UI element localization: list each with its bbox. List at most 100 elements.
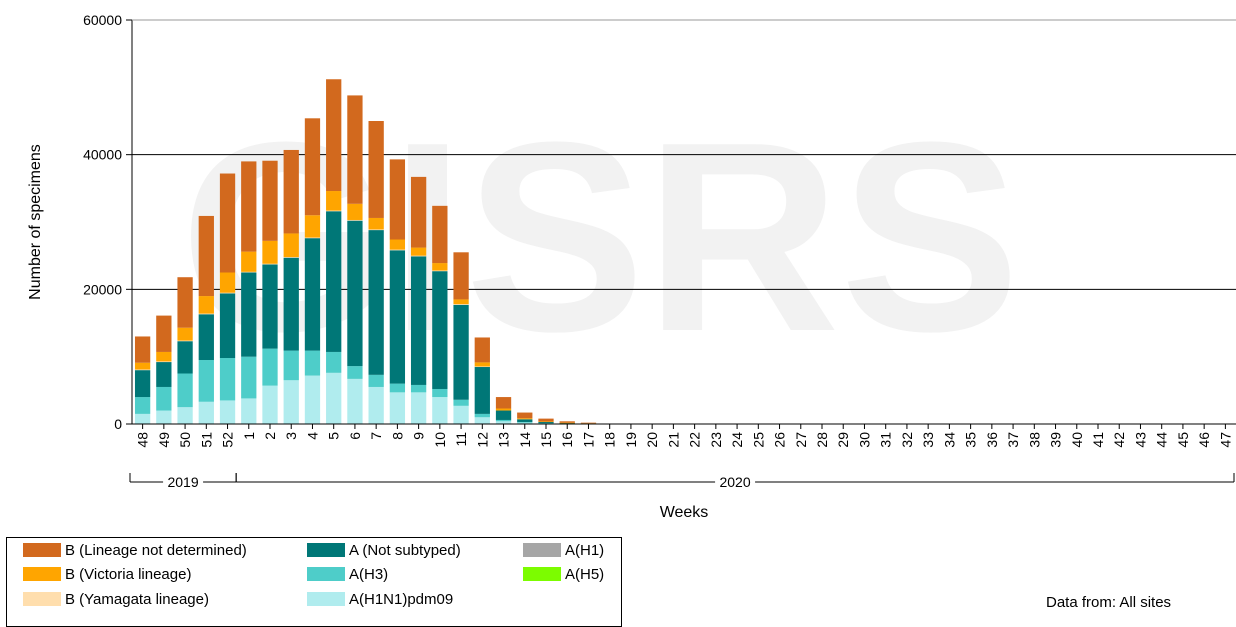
bar-segment-4-a-not-subtyped-: [304, 238, 321, 351]
bar-segment-52-b-yamagata-lineage-: [219, 292, 236, 294]
bar-segment-1-a-h1n1-pdm09: [241, 398, 257, 424]
bar-segment-2-b-yamagata-lineage-: [262, 263, 278, 265]
bar-segment-2-a-not-subtyped-: [262, 264, 278, 349]
bar-segment-13-a-not-subtyped-: [495, 410, 512, 420]
bar-segment-51-a-h3-: [198, 360, 214, 402]
bar-segment-51-b-victoria-lineage-: [198, 296, 214, 314]
bar-segment-11-b-victoria-lineage-: [453, 299, 469, 305]
bar-segment-10-a-h3-: [432, 388, 448, 398]
bar-segment-14-a-h1n1-pdm09: [517, 422, 533, 424]
y-tick-label: 40000: [83, 147, 122, 163]
bar-segment-9-b-victoria-lineage-: [410, 247, 427, 256]
x-tick-label: 40: [1069, 432, 1085, 448]
bar-segment-49-a-h3-: [156, 386, 172, 411]
x-axis-label: Weeks: [660, 504, 709, 521]
bar-segment-5-b-lineage-not-determined-: [326, 79, 342, 192]
legend-label: B (Victoria lineage): [65, 565, 192, 583]
x-tick-label: 5: [326, 432, 342, 440]
x-tick-label: 50: [177, 432, 193, 448]
bar-segment-50-b-lineage-not-determined-: [177, 277, 193, 328]
year-label-2020: 2020: [719, 474, 750, 490]
bar-segment-50-a-h3-: [177, 373, 193, 408]
y-axis-label: Number of specimens: [27, 144, 44, 300]
bar-segment-5-a-h3-: [326, 351, 342, 373]
bar-segment-14-a-not-subtyped-: [517, 419, 533, 422]
bar-segment-16-b-victoria-lineage-: [559, 422, 575, 424]
bar-segment-6-a-h3-: [347, 366, 363, 379]
bar-segment-4-b-yamagata-lineage-: [304, 237, 321, 239]
x-tick-label: 24: [729, 432, 745, 448]
x-tick-label: 45: [1175, 432, 1191, 448]
bar-segment-3-b-yamagata-lineage-: [283, 257, 299, 258]
x-tick-label: 25: [750, 432, 766, 448]
legend-label: A(H1N1)pdm09: [349, 590, 454, 608]
legend-swatch: [307, 592, 345, 606]
bar-segment-11-a-h1n1-pdm09: [453, 405, 469, 424]
legend-label: B (Yamagata lineage): [65, 590, 209, 608]
bar-segment-13-a-h1n1-pdm09: [495, 421, 512, 424]
bar-segment-10-b-victoria-lineage-: [432, 263, 448, 271]
bar-segment-4-a-h3-: [304, 350, 321, 376]
legend-item: A(H1N1)pdm09: [307, 590, 453, 608]
bar-segment-6-a-h1n1-pdm09: [347, 378, 363, 424]
bar-segment-11-b-lineage-not-determined-: [453, 252, 469, 300]
bar-segment-52-b-lineage-not-determined-: [219, 173, 236, 273]
legend-swatch: [23, 592, 61, 606]
x-tick-label: 30: [856, 432, 872, 448]
bar-segment-12-b-victoria-lineage-: [474, 362, 490, 367]
bar-segment-5-b-victoria-lineage-: [326, 191, 342, 211]
bar-segment-51-b-yamagata-lineage-: [198, 313, 214, 315]
bar-segment-1-b-lineage-not-determined-: [241, 161, 257, 252]
x-tick-label: 38: [1026, 432, 1042, 448]
year-groups: 2019 2020: [129, 473, 1235, 490]
bar-segment-48-a-h3-: [134, 397, 151, 414]
x-tick-label: 1: [241, 432, 257, 440]
x-tick-label: 12: [474, 432, 490, 448]
bar-segment-7-a-h3-: [368, 374, 384, 387]
legend-item: A (Not subtyped): [307, 541, 461, 559]
bar-segment-48-a-h1n1-pdm09: [134, 413, 151, 424]
bar-segment-9-a-h1n1-pdm09: [410, 392, 427, 424]
bar-segment-51-a-not-subtyped-: [198, 314, 214, 361]
bar-segment-1-a-h3-: [241, 356, 257, 399]
bar-segment-4-a-h1n1-pdm09: [304, 375, 321, 424]
x-tick-label: 47: [1217, 432, 1233, 448]
bar-segment-50-a-not-subtyped-: [177, 341, 193, 374]
x-tick-label: 49: [156, 432, 172, 448]
bar-segment-3-a-h1n1-pdm09: [283, 380, 299, 424]
legend-swatch: [523, 543, 561, 557]
x-tick-label: 13: [496, 432, 512, 448]
bar-segment-10-a-not-subtyped-: [432, 271, 448, 389]
x-tick-label: 8: [389, 432, 405, 440]
legend-label: B (Lineage not determined): [65, 541, 247, 559]
bar-segment-49-b-yamagata-lineage-: [156, 361, 172, 363]
y-tick-label: 20000: [83, 281, 122, 297]
x-tick-label: 26: [772, 432, 788, 448]
bar-segment-10-a-h1n1-pdm09: [432, 397, 448, 424]
x-tick-label: 36: [984, 432, 1000, 448]
bar-segment-48-b-lineage-not-determined-: [134, 336, 151, 363]
x-tick-label: 2: [262, 432, 278, 440]
bar-segment-4-b-lineage-not-determined-: [304, 118, 321, 216]
x-tick-label: 3: [283, 432, 299, 440]
x-tick-label: 35: [963, 432, 979, 448]
bar-segment-8-b-yamagata-lineage-: [389, 249, 406, 251]
bar-segment-9-a-not-subtyped-: [410, 256, 427, 385]
x-tick-label: 43: [1132, 432, 1148, 448]
x-tick-label: 11: [453, 432, 469, 447]
bar-segment-8-a-h1n1-pdm09: [389, 392, 406, 424]
legend-swatch: [307, 543, 345, 557]
bar-segment-49-a-not-subtyped-: [156, 362, 172, 387]
bar-segment-5-b-yamagata-lineage-: [326, 210, 342, 212]
bar-segment-10-b-lineage-not-determined-: [432, 205, 448, 264]
x-tick-label: 39: [1048, 432, 1064, 448]
bar-segment-11-a-not-subtyped-: [453, 304, 469, 400]
x-tick-label: 52: [220, 432, 236, 448]
bar-segment-50-a-h1n1-pdm09: [177, 407, 193, 424]
bar-segment-1-b-victoria-lineage-: [241, 251, 257, 272]
legend-item: A(H1): [523, 541, 604, 559]
legend-swatch: [23, 543, 61, 557]
bar-segment-2-a-h3-: [262, 348, 278, 386]
legend-item: A(H5): [523, 565, 604, 583]
x-tick-label: 22: [687, 432, 703, 448]
